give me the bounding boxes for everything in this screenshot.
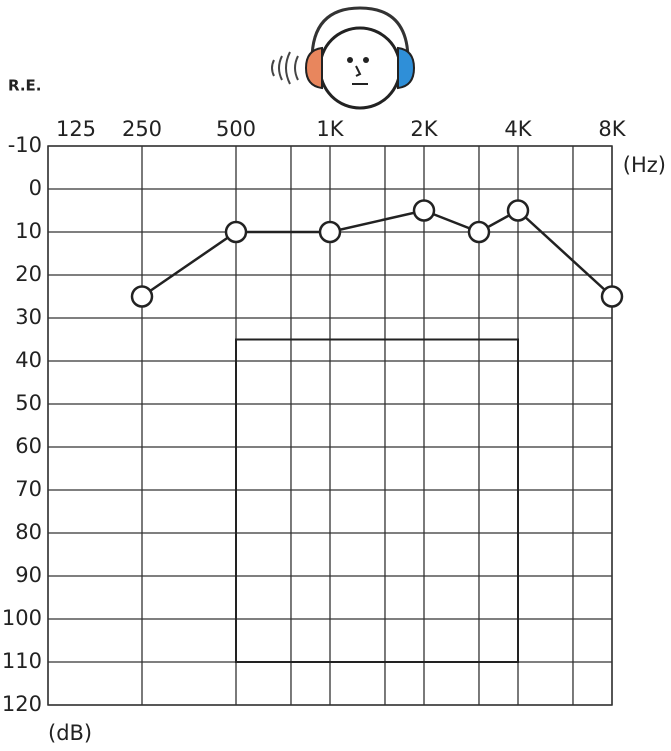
y-tick-label: 0 (29, 176, 42, 200)
region-box (235, 338, 519, 663)
x-tick-label: 8K (598, 117, 626, 141)
y-tick-label: 40 (15, 348, 42, 372)
y-unit: (dB) (48, 721, 92, 745)
y-tick-label: 60 (15, 434, 42, 458)
data-point (467, 220, 491, 244)
listener-icon (271, 6, 416, 110)
ear-label: R.E. (8, 77, 41, 95)
y-tick-label: 50 (15, 391, 42, 415)
y-tick-label: 80 (15, 520, 42, 544)
y-tick-label: 30 (15, 305, 42, 329)
x-tick-label: 2K (410, 117, 438, 141)
data-point (600, 285, 624, 308)
x-tick-label: 1K (316, 117, 344, 141)
data-point (318, 220, 342, 244)
y-tick-label: 120 (2, 692, 42, 716)
y-tick-label: -10 (8, 133, 42, 157)
x-tick-label: 500 (216, 117, 256, 141)
y-tick-label: 20 (15, 262, 42, 286)
data-line (141, 208, 613, 298)
y-tick-label: 110 (2, 649, 42, 673)
y-tick-label: 100 (2, 606, 42, 630)
data-point (412, 199, 436, 222)
data-point (506, 199, 530, 222)
y-tick-label: 90 (15, 563, 42, 587)
data-point (224, 220, 248, 244)
y-tick-label: 10 (15, 219, 42, 243)
x-tick-label: 125 (56, 117, 96, 141)
x-tick-label: 250 (122, 117, 162, 141)
x-unit: (Hz) (623, 153, 666, 177)
x-tick-label: 4K (504, 117, 532, 141)
y-tick-label: 70 (15, 477, 42, 501)
data-point (130, 285, 154, 308)
